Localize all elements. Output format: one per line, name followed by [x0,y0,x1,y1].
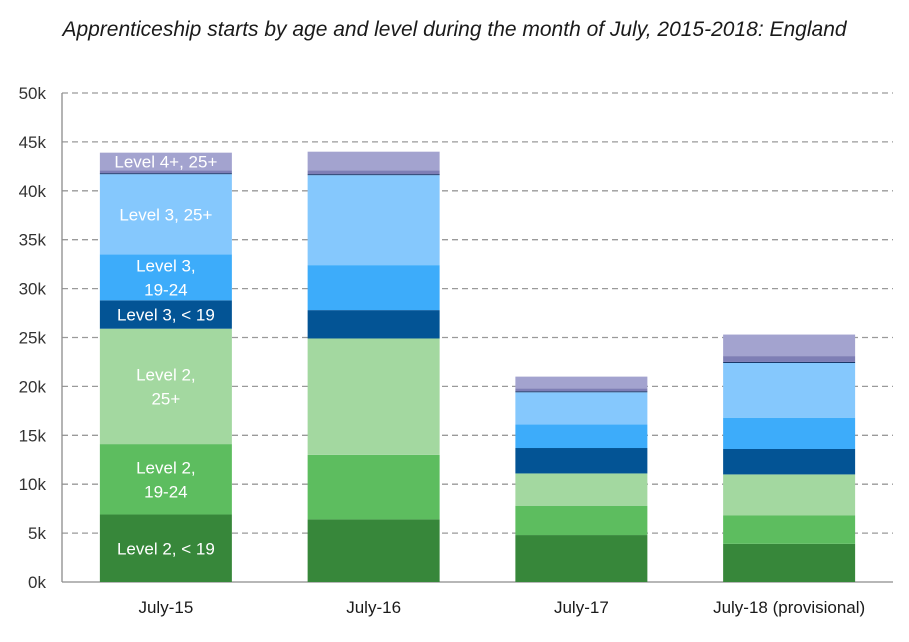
bar-segment-l3_1924 [99,254,232,301]
x-category-label: July-17 [554,598,609,617]
x-category-label: July-18 (provisional) [713,598,865,617]
bar-segment-l2u19 [99,514,232,582]
segment-label: Level 3, [136,256,196,275]
segment-label: Level 3, 25+ [119,205,212,224]
segment-label: Level 4+, 25+ [114,152,217,171]
bar-segment-l2_1924 [723,515,856,544]
bar-segment-l3_1924 [307,265,440,311]
bar-segment-l4u19 [307,174,440,176]
y-tick-label: 50k [19,84,47,103]
bar-segment-l2_25 [515,473,648,506]
bar-segment-l2_1924 [307,454,440,520]
y-tick-label: 30k [19,280,47,299]
segment-label: 19-24 [144,280,187,299]
segment-label: Level 2, < 19 [117,539,215,558]
y-tick-label: 15k [19,426,47,445]
y-tick-label: 5k [28,524,46,543]
bar-segment-l3u19 [723,448,856,475]
x-category-label: July-16 [346,598,401,617]
y-tick-label: 20k [19,377,47,396]
bar-segment-l3_1924 [515,424,648,449]
bar-segment-l3_1924 [723,417,856,449]
segment-label: 19-24 [144,482,187,501]
bar-segment-l3_25 [307,175,440,266]
bar-segment-l4_1924 [723,356,856,362]
bar-segment-l4_25 [723,334,856,357]
bar-segment-l2_1924 [99,444,232,515]
chart-title: Apprenticeship starts by age and level d… [62,18,847,41]
bar-segment-l4u19 [99,173,232,175]
y-tick-label: 25k [19,329,47,348]
bar-segment-l3_25 [99,174,232,255]
bar-segment-l4_1924 [515,388,648,392]
bar-segment-l3_25 [723,362,856,418]
bar-segment-l2_25 [723,474,856,516]
bar-segment-l2_25 [307,338,440,455]
segment-label: Level 3, < 19 [117,306,215,325]
segment-label: Level 2, [136,365,196,384]
bar-segment-l2_25 [99,328,232,445]
bar-segment-l2u19 [307,519,440,582]
bar-segment-l4_25 [99,152,232,171]
bar-segment-l4_1924 [99,170,232,174]
y-tick-label: 10k [19,475,47,494]
x-category-label: July-15 [138,598,193,617]
bar-segment-l2u19 [723,543,856,582]
bar-segment-l3u19 [307,310,440,339]
bar-segment-l4_1924 [307,170,440,175]
bar-segment-l4_25 [307,151,440,171]
y-tick-label: 0k [28,573,46,592]
bar-segment-l4_25 [515,376,648,389]
bar-segment-l2_1924 [515,505,648,536]
y-tick-label: 40k [19,182,47,201]
bar-segment-l4u19 [723,361,856,363]
bar-segment-l3u19 [515,448,648,474]
y-tick-label: 35k [19,231,47,250]
y-tick-label: 45k [19,133,47,152]
bar-segment-l2u19 [515,535,648,582]
segment-label: Level 2, [136,458,196,477]
bar-segment-l3_25 [515,392,648,425]
segment-label: 25+ [151,389,180,408]
bar-segment-l3u19 [99,300,232,329]
bar-segment-l4u19 [515,391,648,393]
